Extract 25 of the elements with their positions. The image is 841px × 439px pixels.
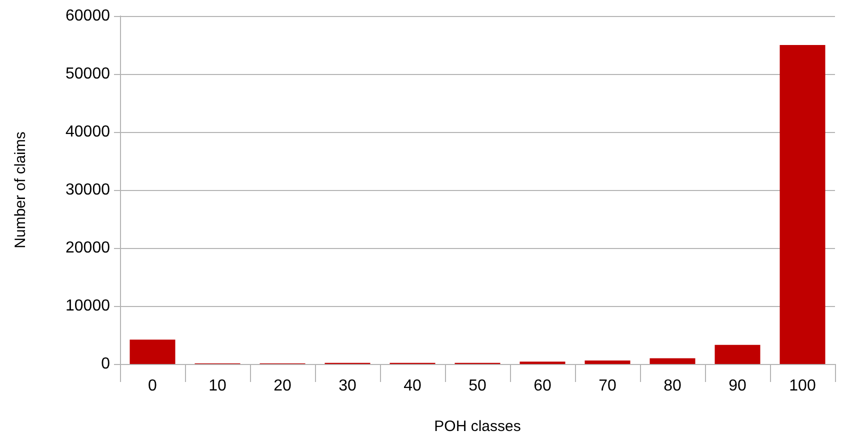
- x-tick-label: 100: [789, 378, 816, 394]
- x-tick-label: 90: [728, 378, 746, 394]
- y-tick-label: 50000: [66, 66, 110, 82]
- y-axis-title: Number of claims: [12, 132, 29, 248]
- x-tick-label: 80: [664, 378, 682, 394]
- x-tick-label: 40: [404, 378, 422, 394]
- x-tick-label: 50: [468, 378, 486, 394]
- y-tick-label: 10000: [66, 298, 110, 314]
- y-tick-label: 0: [101, 356, 110, 372]
- y-tick-label: 40000: [66, 124, 110, 140]
- bar: [714, 344, 760, 364]
- y-tick-label: 30000: [66, 182, 110, 198]
- x-tick-label: 60: [534, 378, 552, 394]
- bar: [130, 340, 176, 364]
- y-tick-label: 20000: [66, 240, 110, 256]
- x-tick-label: 20: [274, 378, 292, 394]
- bar: [780, 45, 826, 364]
- y-tick-label: 60000: [66, 8, 110, 24]
- bar: [584, 360, 630, 364]
- bar: [650, 358, 696, 364]
- x-tick-label: 30: [338, 378, 356, 394]
- x-tick-label: 0: [148, 378, 158, 394]
- x-tick-label: 10: [208, 378, 226, 394]
- x-axis-title: POH classes: [434, 418, 521, 435]
- x-tick-label: 70: [598, 378, 616, 394]
